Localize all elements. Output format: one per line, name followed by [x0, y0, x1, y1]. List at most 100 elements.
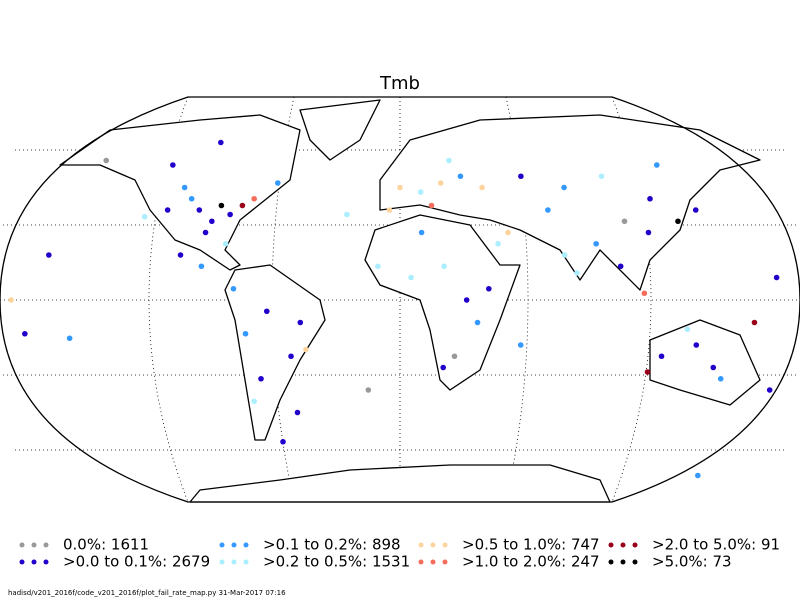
station-dot	[66, 335, 73, 342]
legend-marker	[430, 559, 436, 565]
africa	[364, 214, 521, 391]
legend-label: 0.0%: 1611	[63, 536, 149, 554]
station-dot	[375, 263, 381, 270]
station-dot	[251, 195, 257, 202]
station-dot	[218, 202, 225, 209]
station-dot	[486, 285, 492, 292]
station-dot	[545, 207, 551, 213]
legend-marker	[442, 559, 448, 565]
station-dot	[441, 263, 447, 270]
station-dot	[288, 353, 294, 360]
station-dot	[46, 252, 52, 258]
station-dot	[408, 274, 414, 281]
legend-label: >5.0%: 73	[652, 553, 732, 571]
greenland	[299, 99, 381, 161]
legend-label: >0.2 to 0.5%: 1531	[263, 553, 410, 571]
station-dot	[766, 387, 773, 393]
station-dot	[386, 207, 393, 213]
station-dot	[397, 184, 403, 191]
station-dot	[294, 409, 301, 416]
station-dot	[446, 157, 452, 164]
station-dot	[684, 326, 691, 333]
station-dot	[474, 319, 481, 326]
legend-marker	[442, 542, 448, 548]
station-dot	[222, 240, 229, 247]
station-dot	[647, 195, 653, 202]
station-dot	[440, 364, 447, 371]
station-dot	[242, 330, 249, 337]
station-dot	[22, 330, 28, 337]
station-dot	[177, 252, 184, 258]
station-dot	[675, 218, 681, 225]
station-dot	[428, 202, 435, 209]
station-dot	[561, 252, 568, 258]
legend-marker	[632, 559, 638, 565]
legend-label: >0.0 to 0.1%: 2679	[63, 553, 210, 571]
legend-marker	[219, 559, 225, 565]
station-dot	[658, 353, 665, 360]
station-dot	[188, 195, 195, 202]
legend-marker	[608, 559, 614, 565]
legend-marker	[620, 542, 626, 548]
station-dot	[505, 229, 511, 236]
legend-marker	[19, 542, 25, 548]
north-america	[59, 114, 301, 271]
station-dot	[230, 285, 237, 292]
station-dot	[164, 207, 171, 213]
station-dot	[181, 184, 188, 191]
station-dot	[202, 229, 209, 236]
station-dot	[517, 342, 524, 348]
eurasia	[379, 114, 761, 291]
station-dot	[103, 157, 110, 164]
station-dot	[457, 173, 464, 180]
map-boundary	[0, 96, 800, 503]
station-dot	[417, 189, 424, 195]
station-dot	[344, 211, 350, 218]
australia	[649, 319, 761, 406]
legend-marker	[31, 542, 37, 548]
station-dot	[280, 438, 286, 445]
antarctica	[189, 464, 611, 503]
station-dot	[695, 472, 701, 479]
legend-marker	[418, 542, 424, 548]
legend-marker	[243, 559, 249, 565]
station-dot	[463, 297, 470, 303]
station-dot	[692, 207, 699, 213]
south-america	[224, 264, 326, 441]
station-dot	[437, 180, 444, 186]
legend-marker	[31, 559, 37, 565]
station-dot	[218, 139, 224, 146]
legend-marker	[608, 542, 614, 548]
station-dot	[239, 202, 246, 209]
legend-label: >1.0 to 2.0%: 247	[462, 553, 600, 571]
legend-marker	[43, 559, 49, 565]
legend-marker	[430, 542, 436, 548]
station-dot	[717, 375, 724, 382]
station-dot	[418, 229, 425, 236]
station-dot	[263, 308, 270, 315]
station-dot	[274, 180, 281, 186]
station-dot	[196, 207, 203, 213]
station-dot	[198, 263, 205, 270]
footer: hadisd/v201_2016f/code_v201_2016f/plot_f…	[8, 589, 286, 597]
station-dot	[773, 274, 780, 281]
station-dot	[251, 398, 257, 405]
map-title: Tmb	[379, 73, 420, 94]
station-dot	[365, 387, 372, 393]
station-dot	[644, 369, 651, 375]
legend-marker	[243, 542, 249, 548]
legend-marker	[231, 559, 237, 565]
station-dot	[593, 240, 599, 247]
legend-marker	[219, 542, 225, 548]
legend-marker	[418, 559, 424, 565]
station-dot	[751, 319, 758, 326]
station-dot	[518, 173, 524, 180]
station-dot	[451, 353, 458, 360]
legend-marker	[231, 542, 237, 548]
legend-label: >0.1 to 0.2%: 898	[263, 536, 401, 554]
legend-label: >2.0 to 5.0%: 91	[652, 536, 780, 554]
stations	[8, 139, 780, 479]
station-dot	[258, 375, 264, 382]
station-dot	[170, 162, 176, 168]
